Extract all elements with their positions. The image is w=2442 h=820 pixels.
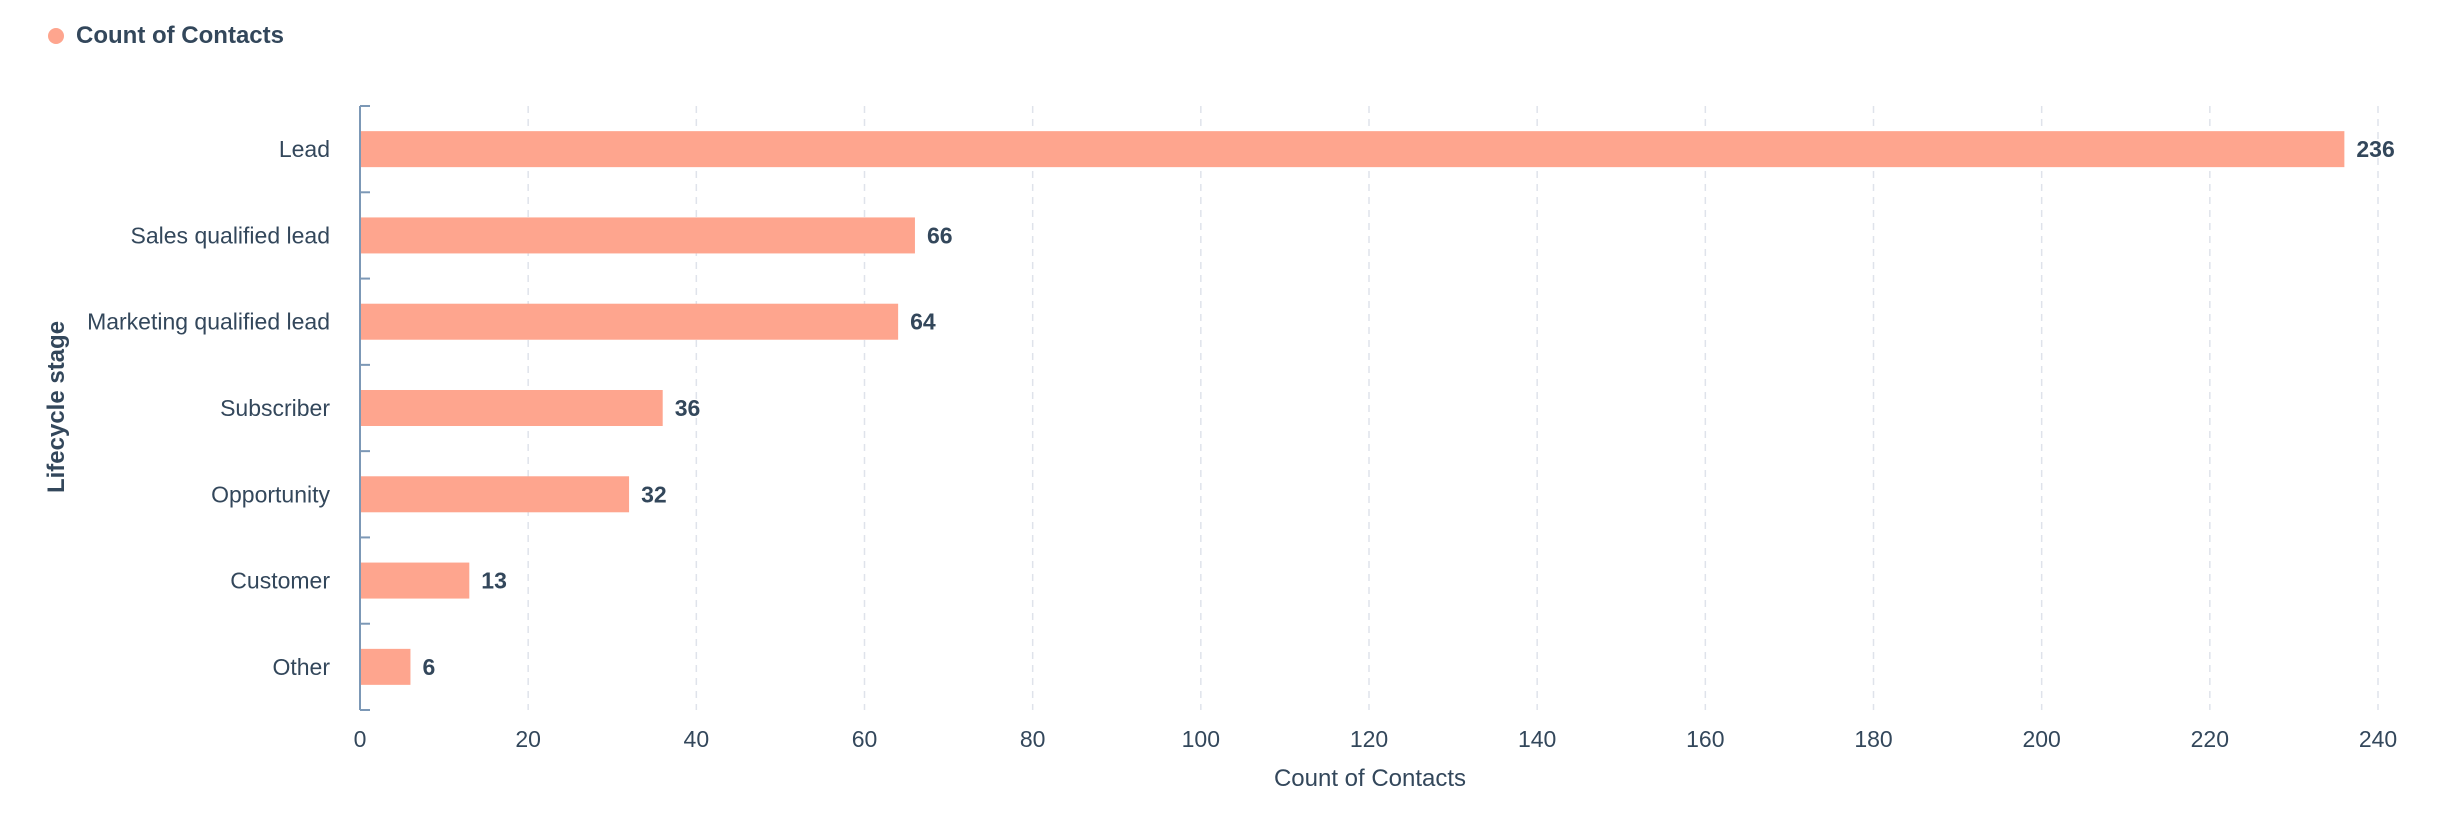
x-tick-label: 140: [1518, 726, 1556, 752]
labels: 0 20 40 60 80 100 120 140 160 180 200 220 240 Lead 236…: [87, 136, 2397, 752]
data-label: 13: [481, 568, 507, 594]
category-label: Customer: [230, 568, 330, 594]
x-tick-label: 200: [2022, 726, 2060, 752]
gridlines: [527, 106, 2379, 710]
chart-legend: Count of Contacts: [48, 18, 284, 54]
category-label: Subscriber: [220, 395, 330, 421]
bar[interactable]: [361, 303, 899, 340]
data-label: 36: [675, 395, 701, 421]
x-tick-label: 60: [852, 726, 878, 752]
x-tick-label: 160: [1686, 726, 1724, 752]
x-tick-label: 100: [1182, 726, 1220, 752]
legend-swatch: [48, 28, 64, 44]
x-axis-title: Count of Contacts: [1274, 765, 1466, 792]
bars: [361, 131, 2345, 685]
bar[interactable]: [361, 217, 915, 254]
x-tick-label: 40: [684, 726, 710, 752]
x-tick-label: 0: [354, 726, 367, 752]
x-tick-label: 120: [1350, 726, 1388, 752]
data-label: 66: [927, 222, 953, 248]
bar[interactable]: [361, 476, 630, 513]
legend-label: Count of Contacts: [76, 22, 284, 49]
bar[interactable]: [361, 562, 470, 599]
category-label: Opportunity: [211, 481, 330, 507]
x-tick-label: 240: [2359, 726, 2397, 752]
x-tick-label: 80: [1020, 726, 1046, 752]
category-label: Lead: [279, 136, 330, 162]
bar[interactable]: [361, 131, 2345, 168]
x-tick-label: 180: [1854, 726, 1892, 752]
x-tick-label: 20: [515, 726, 541, 752]
data-label: 32: [641, 481, 667, 507]
y-axis-title: Lifecycle stage: [43, 321, 70, 493]
data-label: 64: [910, 309, 936, 335]
category-label: Other: [272, 654, 330, 680]
category-label: Sales qualified lead: [131, 222, 330, 248]
data-label: 236: [2356, 136, 2394, 162]
y-axis: [359, 105, 370, 711]
bar[interactable]: [361, 390, 663, 426]
bar[interactable]: [361, 648, 411, 685]
data-label: 6: [422, 654, 435, 680]
category-label: Marketing qualified lead: [87, 309, 330, 335]
x-tick-label: 220: [2191, 726, 2229, 752]
